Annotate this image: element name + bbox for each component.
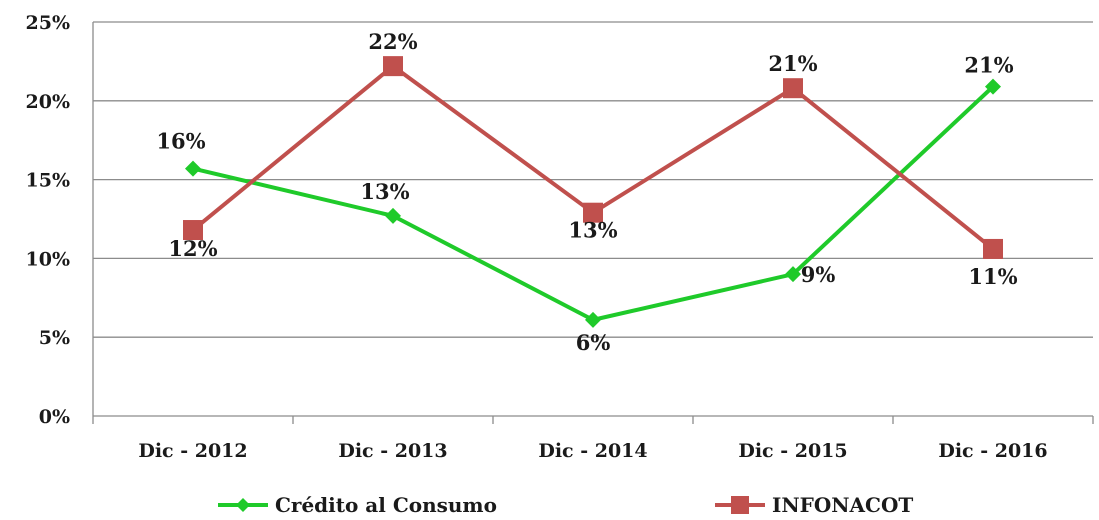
data-label: 13% (360, 179, 409, 204)
series-point (183, 220, 203, 241)
series-point (783, 78, 803, 99)
x-tick-label: Dic - 2013 (338, 440, 447, 462)
legend-swatch-marker (731, 496, 749, 514)
y-tick-label: 0% (39, 406, 70, 428)
legend-swatch-marker (236, 498, 250, 512)
y-tick-label: 20% (26, 91, 71, 113)
x-tick-label: Dic - 2014 (538, 440, 647, 462)
y-tick-label: 15% (26, 170, 71, 192)
data-label: 9% (801, 262, 836, 287)
x-tick-label: Dic - 2015 (738, 440, 847, 462)
data-label: 13% (568, 218, 617, 243)
data-label: 21% (964, 53, 1013, 78)
series-point (983, 238, 1003, 259)
data-labels: 16% 13% 6% 9% 21% 12% 22% 13% 21% 11% (156, 29, 1017, 355)
series-group (183, 56, 1003, 328)
data-label: 16% (156, 129, 205, 154)
data-label: 22% (368, 29, 417, 54)
series-point (185, 160, 201, 177)
legend: Crédito al Consumo INFONACOT (218, 493, 913, 517)
y-tick-label: 5% (39, 327, 70, 349)
data-label: 21% (768, 51, 817, 76)
series-point (583, 202, 603, 223)
data-label: 11% (968, 264, 1017, 289)
series-point (985, 78, 1001, 95)
legend-label: Crédito al Consumo (275, 493, 497, 517)
y-axis-ticks: 0% 5% 10% 15% 20% 25% (26, 12, 71, 428)
series-point (785, 266, 801, 283)
legend-label: INFONACOT (772, 493, 913, 517)
series-point (385, 207, 401, 224)
series-point (383, 56, 403, 77)
y-tick-label: 25% (26, 12, 71, 34)
data-label: 6% (576, 330, 611, 355)
grid-lines (92, 21, 1093, 417)
series-point (585, 311, 601, 328)
data-label: 12% (168, 236, 217, 261)
y-tick-label: 10% (26, 248, 71, 270)
x-tick-label: Dic - 2012 (138, 440, 247, 462)
x-axis-ticks: Dic - 2012 Dic - 2013 Dic - 2014 Dic - 2015… (92, 416, 1094, 462)
x-tick-label: Dic - 2016 (938, 440, 1047, 462)
